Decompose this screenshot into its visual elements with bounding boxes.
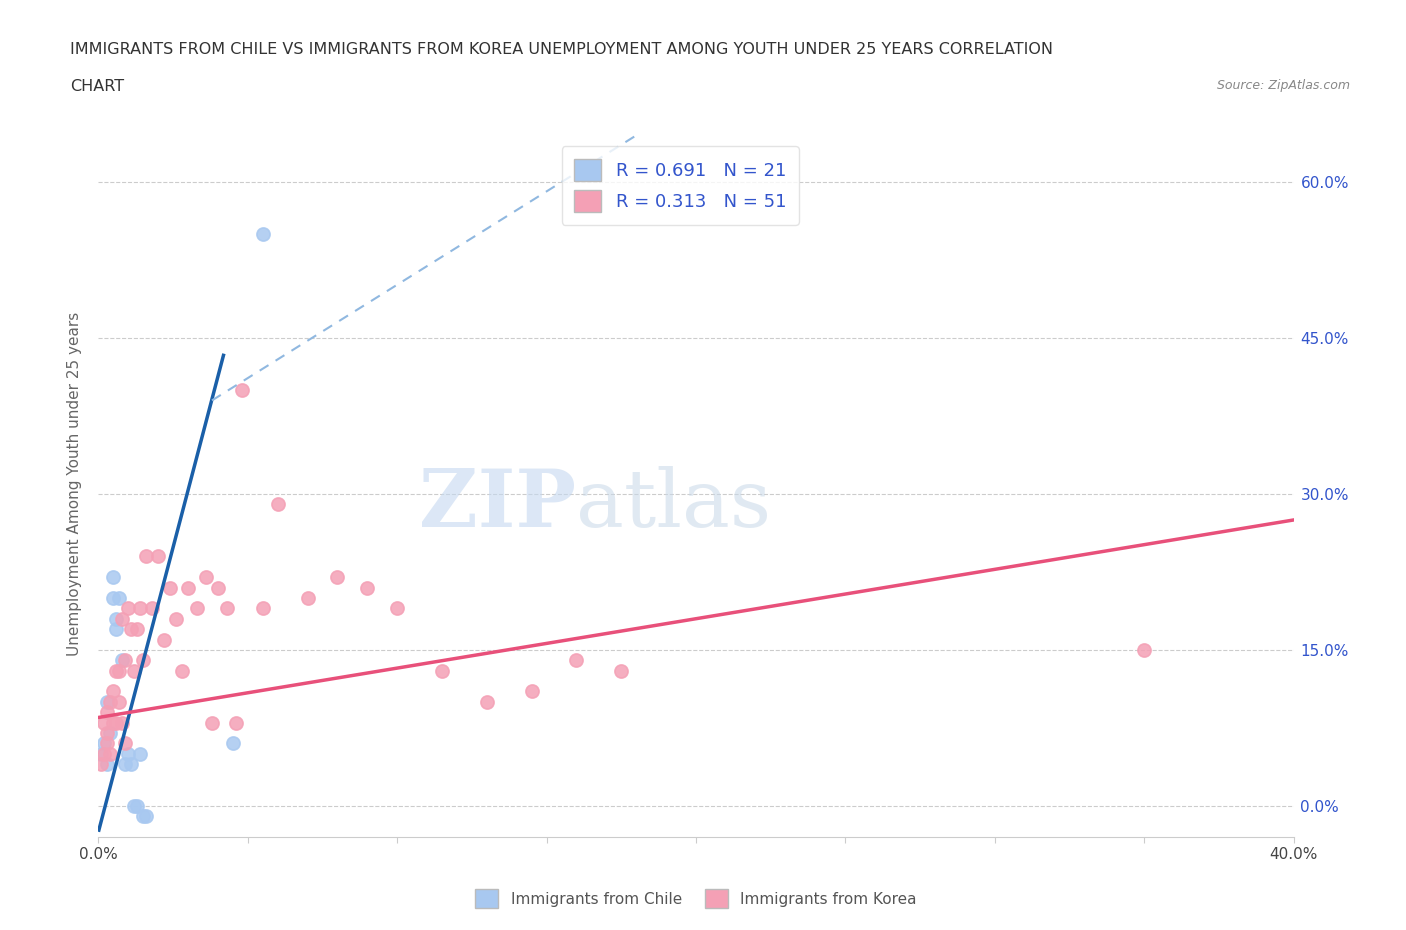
Point	[105, 663, 128, 678]
Point	[96, 757, 118, 772]
Point	[111, 715, 134, 730]
Point	[90, 747, 112, 762]
Point	[565, 653, 588, 668]
Text: Source: ZipAtlas.com: Source: ZipAtlas.com	[1216, 79, 1350, 92]
Point	[186, 601, 208, 616]
Text: atlas: atlas	[576, 466, 772, 544]
Point	[153, 632, 176, 647]
Point	[96, 725, 118, 740]
Point	[90, 757, 112, 772]
Point	[132, 809, 155, 824]
Point	[252, 227, 274, 242]
Point	[105, 621, 128, 636]
Point	[231, 382, 253, 397]
Point	[165, 611, 187, 626]
Point	[103, 715, 125, 730]
Point	[172, 663, 194, 678]
Point	[93, 715, 115, 730]
Point	[111, 653, 134, 668]
Point	[96, 736, 118, 751]
Point	[148, 549, 170, 564]
Point	[252, 601, 274, 616]
Point	[96, 705, 118, 720]
Point	[117, 601, 139, 616]
Point	[326, 570, 349, 585]
Point	[201, 715, 224, 730]
Point	[108, 695, 131, 710]
Point	[430, 663, 453, 678]
Y-axis label: Unemployment Among Youth under 25 years: Unemployment Among Youth under 25 years	[67, 312, 83, 656]
Point	[114, 653, 136, 668]
Point	[610, 663, 633, 678]
Point	[222, 736, 245, 751]
Point	[159, 580, 181, 595]
Point	[96, 695, 118, 710]
Point	[120, 621, 142, 636]
Point	[108, 591, 131, 605]
Point	[108, 663, 131, 678]
Legend: Immigrants from Chile, Immigrants from Korea: Immigrants from Chile, Immigrants from K…	[470, 884, 922, 914]
Point	[215, 601, 238, 616]
Text: IMMIGRANTS FROM CHILE VS IMMIGRANTS FROM KOREA UNEMPLOYMENT AMONG YOUTH UNDER 25: IMMIGRANTS FROM CHILE VS IMMIGRANTS FROM…	[70, 42, 1053, 57]
Point	[207, 580, 229, 595]
Point	[385, 601, 409, 616]
Point	[120, 757, 142, 772]
Point	[129, 747, 152, 762]
Point	[127, 621, 149, 636]
Point	[129, 601, 152, 616]
Point	[103, 591, 125, 605]
Point	[93, 736, 115, 751]
Point	[111, 611, 134, 626]
Point	[135, 549, 157, 564]
Point	[103, 570, 125, 585]
Point	[1133, 643, 1156, 658]
Point	[135, 809, 157, 824]
Point	[100, 725, 122, 740]
Point	[114, 757, 136, 772]
Point	[195, 570, 218, 585]
Point	[267, 497, 290, 512]
Point	[103, 684, 125, 699]
Point	[297, 591, 319, 605]
Point	[475, 695, 498, 710]
Point	[177, 580, 200, 595]
Point	[93, 747, 115, 762]
Text: ZIP: ZIP	[419, 466, 576, 544]
Point	[100, 695, 122, 710]
Point	[117, 747, 139, 762]
Point	[124, 663, 146, 678]
Point	[105, 715, 128, 730]
Point	[141, 601, 163, 616]
Point	[225, 715, 247, 730]
Point	[132, 653, 155, 668]
Point	[356, 580, 378, 595]
Point	[520, 684, 543, 699]
Point	[114, 736, 136, 751]
Text: CHART: CHART	[70, 79, 124, 94]
Point	[127, 798, 149, 813]
Point	[124, 798, 146, 813]
Point	[100, 747, 122, 762]
Point	[105, 611, 128, 626]
